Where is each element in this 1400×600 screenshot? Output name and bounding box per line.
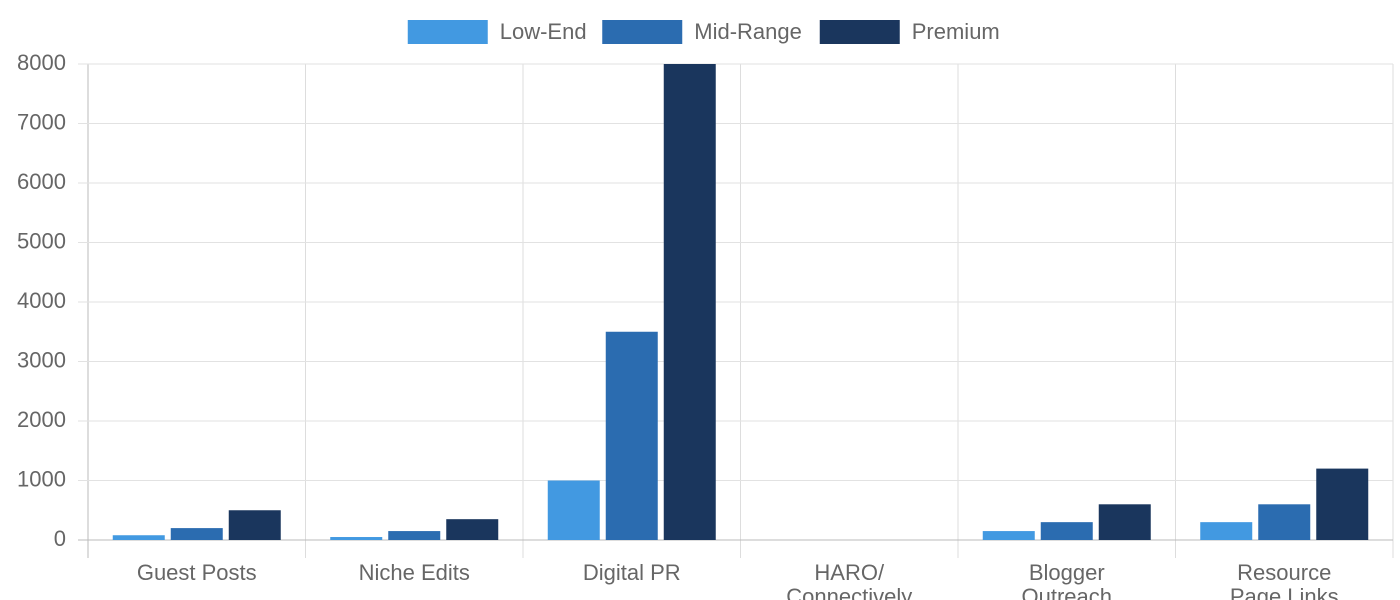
legend-label: Mid-Range [694,19,802,44]
bar [170,528,223,540]
x-tick-label: Outreach [1022,584,1113,600]
x-tick-label: Resource [1237,560,1331,585]
x-tick-label: Page Links [1230,584,1339,600]
y-tick-label: 2000 [17,407,66,432]
x-tick-label: HARO/ [814,560,885,585]
y-tick-label: 7000 [17,109,66,134]
x-tick-label: Guest Posts [137,560,257,585]
bar [228,510,281,540]
y-tick-label: 4000 [17,288,66,313]
x-tick-label: Connectively [786,584,912,600]
bar [605,331,658,540]
bar [1258,504,1311,540]
y-tick-label: 1000 [17,466,66,491]
bar [1316,468,1369,540]
x-tick-label: Blogger [1029,560,1105,585]
bar [446,519,499,540]
bar [1040,522,1093,540]
y-tick-label: 8000 [17,50,66,75]
x-tick-label: Niche Edits [359,560,470,585]
bar [388,531,441,540]
legend-swatch [602,20,683,44]
y-tick-label: 5000 [17,228,66,253]
legend-label: Low-End [500,19,587,44]
bar [663,64,716,540]
bar [547,480,600,540]
legend-label: Premium [912,19,1000,44]
bar [1098,504,1151,540]
x-tick-label: Digital PR [583,560,681,585]
bar [330,537,383,540]
legend-swatch [407,20,488,44]
bar [982,531,1035,540]
y-tick-label: 0 [54,526,66,551]
y-tick-label: 3000 [17,347,66,372]
y-tick-label: 6000 [17,169,66,194]
bar [1200,522,1253,540]
legend-swatch [819,20,900,44]
bar [112,535,165,540]
